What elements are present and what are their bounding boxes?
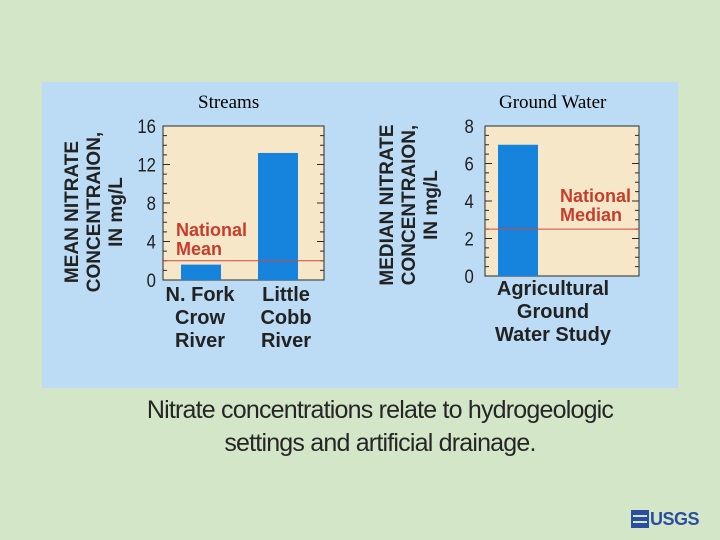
reference-label: Median bbox=[560, 205, 622, 225]
usgs-logo: USGS bbox=[631, 508, 700, 529]
chart-title-streams: Streams bbox=[198, 92, 260, 113]
category-label: N. Fork bbox=[166, 284, 236, 306]
usgs-logo-text: USGS bbox=[650, 508, 700, 529]
caption-line-2: settings and artificial drainage. bbox=[224, 429, 536, 457]
y-tick-label: 0 bbox=[465, 266, 474, 287]
y-axis-label: CONCENTRAION, bbox=[399, 125, 420, 285]
reference-label: National bbox=[560, 186, 631, 206]
bar-1-0 bbox=[498, 144, 538, 276]
reference-label: Mean bbox=[176, 239, 222, 259]
bar-0-1 bbox=[258, 152, 298, 280]
category-label: Agricultural bbox=[497, 278, 609, 300]
category-label: Crow bbox=[175, 307, 225, 329]
usgs-mark-icon bbox=[631, 510, 649, 528]
chart-title-ground-water: Ground Water bbox=[499, 92, 607, 113]
y-axis-label: CONCENTRAION, bbox=[84, 132, 105, 292]
category-label: Cobb bbox=[260, 307, 311, 329]
y-axis-label: MEDIAN NITRATE bbox=[377, 124, 398, 285]
category-label: Water Study bbox=[495, 324, 612, 346]
y-tick-label: 12 bbox=[137, 155, 156, 176]
y-axis-label: IN mg/L bbox=[421, 170, 442, 240]
caption: Nitrate concentrations relate to hydroge… bbox=[0, 394, 720, 460]
bar-0-0 bbox=[181, 264, 221, 280]
y-tick-label: 6 bbox=[465, 154, 474, 175]
caption-line-1: Nitrate concentrations relate to hydroge… bbox=[146, 396, 614, 424]
y-tick-label: 16 bbox=[137, 116, 156, 137]
category-label: Ground bbox=[517, 301, 589, 323]
y-tick-label: 4 bbox=[147, 232, 156, 253]
y-tick-label: 2 bbox=[465, 229, 474, 250]
y-axis-label: IN mg/L bbox=[106, 177, 127, 247]
y-axis-label: MEAN NITRATE bbox=[62, 141, 83, 283]
y-tick-label: 0 bbox=[147, 270, 156, 291]
category-label: River bbox=[175, 330, 225, 352]
category-label: River bbox=[261, 330, 311, 352]
category-label: Little bbox=[262, 284, 310, 306]
y-tick-label: 4 bbox=[465, 191, 474, 212]
reference-label: National bbox=[176, 220, 247, 240]
y-tick-label: 8 bbox=[147, 193, 156, 214]
y-tick-label: 8 bbox=[465, 116, 474, 137]
